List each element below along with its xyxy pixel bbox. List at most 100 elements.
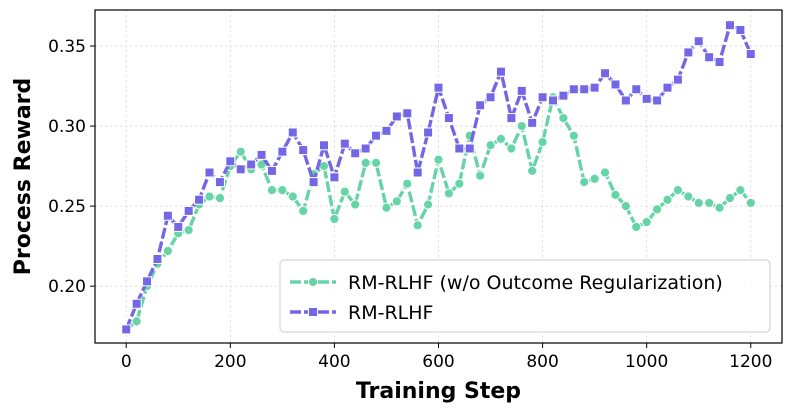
series-2-point (485, 92, 496, 103)
x-tick-label: 0 (121, 352, 132, 372)
series-1-point (412, 220, 423, 231)
series-2-point (475, 100, 486, 111)
y-tick-label: 0.30 (48, 117, 86, 137)
series-1-point (131, 316, 142, 327)
series-2-point (360, 143, 371, 154)
axis-ticks: 0 200 400 600 800 1000 1200 0.20 0.25 0.30 0.35 (48, 37, 772, 372)
series-2 (121, 20, 756, 335)
series-2-point (319, 140, 329, 151)
series-1-point (599, 167, 611, 178)
series-1-point (672, 185, 684, 196)
series-2-point (631, 84, 642, 95)
series-2-point (527, 117, 538, 128)
series-2-point (454, 143, 465, 154)
series-2-point (693, 36, 704, 47)
legend-label: RM-RLHF (w/o Outcome Regularization) (348, 272, 723, 294)
series-2-point (610, 79, 621, 90)
series-2-point (662, 82, 673, 93)
series-1-point (433, 154, 444, 165)
series-1-point (683, 191, 694, 202)
series-2-point (652, 95, 663, 106)
series-1-point (651, 204, 663, 215)
series-2-point (537, 92, 548, 103)
y-axis-title: Process Reward (11, 78, 36, 276)
series-1-point (568, 130, 579, 141)
series-2-point (287, 127, 298, 138)
y-tick-label: 0.25 (48, 197, 86, 217)
series-1-point (350, 199, 361, 210)
series-1-point (183, 225, 194, 236)
series-2-point (381, 125, 392, 136)
series-2-point (714, 57, 725, 68)
series-1-point (745, 197, 756, 209)
series-1-point (495, 133, 507, 144)
series-2-point (672, 74, 683, 85)
series-1-point (277, 185, 288, 196)
series-1-point (266, 185, 278, 196)
series-2-point (350, 148, 361, 159)
series-2-point (277, 146, 288, 157)
series-1-point (641, 217, 652, 228)
series-2-point (443, 113, 454, 124)
legend-item: RM-RLHF (290, 302, 433, 324)
series-2-point (183, 205, 194, 216)
series-1-point (454, 178, 465, 189)
series-2-point (173, 221, 184, 232)
series-2-point (683, 47, 694, 58)
series-2-point (339, 138, 350, 149)
series-1-point (485, 140, 496, 151)
series-2-point (704, 52, 715, 63)
y-tick-label: 0.35 (48, 37, 86, 57)
series-2-point (194, 194, 205, 205)
series-1-point (162, 245, 173, 257)
series-2-point (204, 167, 215, 178)
series-2-point (620, 95, 631, 106)
series-1-point (558, 112, 569, 124)
series-1-point (579, 177, 590, 188)
series-1-point (516, 120, 527, 132)
series-2-point (589, 82, 600, 93)
series-2-point (548, 95, 558, 106)
series-1-point (339, 186, 350, 197)
series-1 (121, 92, 756, 335)
series-2-point (579, 84, 590, 95)
series-2-point (402, 108, 413, 119)
series-1-point (287, 191, 298, 202)
x-tick-label: 400 (318, 352, 350, 372)
x-tick-label: 200 (214, 352, 246, 372)
x-axis-title: Training Step (356, 379, 521, 404)
series-2-point (735, 25, 746, 36)
series-layer (121, 20, 756, 335)
series-1-point (381, 202, 392, 213)
legend-label: RM-RLHF (348, 302, 433, 324)
series-1-point (214, 193, 226, 204)
series-1-point (724, 193, 736, 204)
series-1-point (475, 170, 486, 181)
series-2-point (256, 149, 267, 160)
series-2-point (371, 130, 382, 141)
series-2-point (391, 111, 402, 122)
series-2-point (724, 20, 735, 31)
series-2-point (495, 66, 506, 77)
series-2-point (214, 177, 225, 188)
series-2-point (266, 165, 277, 176)
legend-item: RM-RLHF (w/o Outcome Regularization) (290, 272, 723, 294)
series-2-point (516, 85, 527, 96)
series-2-point (506, 113, 517, 124)
series-2-point (558, 90, 569, 101)
series-1-point (235, 146, 246, 157)
series-1-point (610, 189, 621, 201)
series-1-point (527, 165, 538, 176)
x-tick-label: 1000 (625, 352, 668, 372)
series-1-point (589, 173, 600, 185)
series-1-point (443, 188, 455, 199)
series-2-point (433, 82, 444, 93)
series-2-point (745, 49, 756, 60)
series-1-point (662, 194, 673, 205)
series-1-point (298, 205, 309, 217)
legend: RM-RLHF (w/o Outcome Regularization) RM-R… (279, 259, 771, 333)
series-2-point (246, 159, 257, 170)
series-2-point (329, 172, 340, 183)
series-2-point (600, 68, 611, 79)
